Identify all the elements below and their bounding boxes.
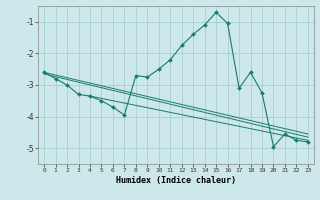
X-axis label: Humidex (Indice chaleur): Humidex (Indice chaleur)	[116, 176, 236, 185]
